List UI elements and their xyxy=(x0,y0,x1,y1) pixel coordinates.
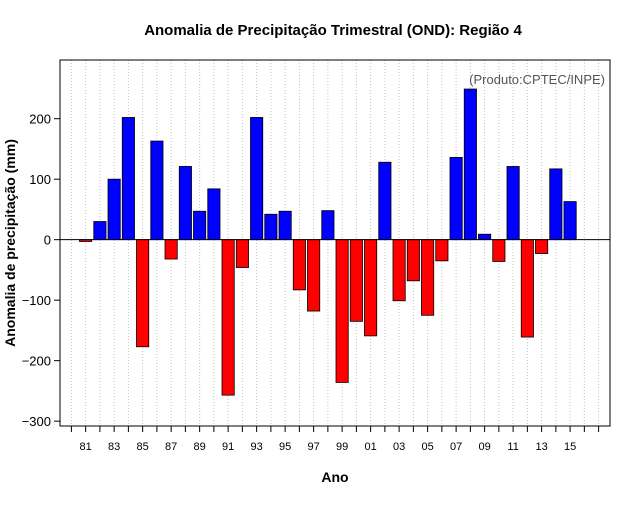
bar xyxy=(349,239,363,322)
bar xyxy=(107,178,121,241)
bar xyxy=(449,156,463,241)
x-axis-title: Ano xyxy=(321,469,348,485)
bar xyxy=(207,188,221,241)
y-tick-label: 200 xyxy=(29,112,51,127)
x-tick-label: 83 xyxy=(108,441,120,453)
bar xyxy=(392,239,406,302)
chart-title: Anomalia de Precipitação Trimestral (OND… xyxy=(144,22,522,39)
x-tick-label: 13 xyxy=(535,441,547,453)
bar xyxy=(235,239,249,268)
bar xyxy=(378,161,392,241)
x-tick-label: 87 xyxy=(165,441,177,453)
bar xyxy=(93,221,107,241)
x-tick-label: 99 xyxy=(336,441,348,453)
x-tick-label: 93 xyxy=(251,441,263,453)
y-tick-label: 100 xyxy=(29,172,51,187)
x-tick-label: 01 xyxy=(364,441,376,453)
bar xyxy=(178,166,192,241)
grid-layer xyxy=(70,60,600,426)
x-tick-label: 09 xyxy=(478,441,490,453)
bar xyxy=(506,166,520,241)
bar xyxy=(307,239,321,312)
y-tick-label: 0 xyxy=(44,233,51,248)
x-tick-label: 91 xyxy=(222,441,234,453)
bar xyxy=(563,201,577,241)
bar xyxy=(549,168,563,241)
bar xyxy=(278,210,292,241)
source-annotation: (Produto:CPTEC/INPE) xyxy=(469,72,605,87)
bar xyxy=(421,239,435,316)
y-axis: −300 −200 −100 0 100 200 xyxy=(22,112,60,429)
bar xyxy=(121,117,135,241)
bar xyxy=(335,239,349,383)
x-tick-label: 85 xyxy=(137,441,149,453)
bar xyxy=(463,88,477,241)
bar xyxy=(321,210,335,241)
bar-layer xyxy=(79,88,577,396)
x-tick-label: 11 xyxy=(507,441,518,453)
bar xyxy=(478,233,492,241)
bar xyxy=(264,213,278,241)
x-tick-label: 89 xyxy=(194,441,206,453)
bar xyxy=(150,140,164,241)
bar xyxy=(193,210,207,241)
y-axis-title: Anomalia de precipitação (mm) xyxy=(2,139,18,347)
bar xyxy=(164,239,178,260)
bar xyxy=(221,239,235,396)
bar xyxy=(435,239,449,262)
x-tick-label: 05 xyxy=(421,441,433,453)
x-tick-label: 97 xyxy=(308,441,320,453)
x-axis: 81 83 85 87 89 91 93 95 97 99 01 03 05 07 09 11 13 15 xyxy=(70,426,600,453)
bar xyxy=(292,239,306,291)
x-tick-label: 95 xyxy=(279,441,291,453)
bar xyxy=(136,239,150,348)
x-tick-label: 81 xyxy=(80,441,92,453)
bar xyxy=(364,239,378,337)
y-tick-label: −200 xyxy=(22,354,51,369)
bar xyxy=(492,239,506,262)
plot-frame xyxy=(59,59,611,427)
bar xyxy=(535,239,549,254)
x-tick-label: 07 xyxy=(450,441,462,453)
y-tick-label: −300 xyxy=(22,414,51,429)
bar xyxy=(520,239,534,338)
x-tick-label: 03 xyxy=(393,441,405,453)
x-tick-label: 15 xyxy=(564,441,576,453)
bar xyxy=(250,117,264,241)
bar xyxy=(406,239,420,282)
y-tick-label: −100 xyxy=(22,293,51,308)
